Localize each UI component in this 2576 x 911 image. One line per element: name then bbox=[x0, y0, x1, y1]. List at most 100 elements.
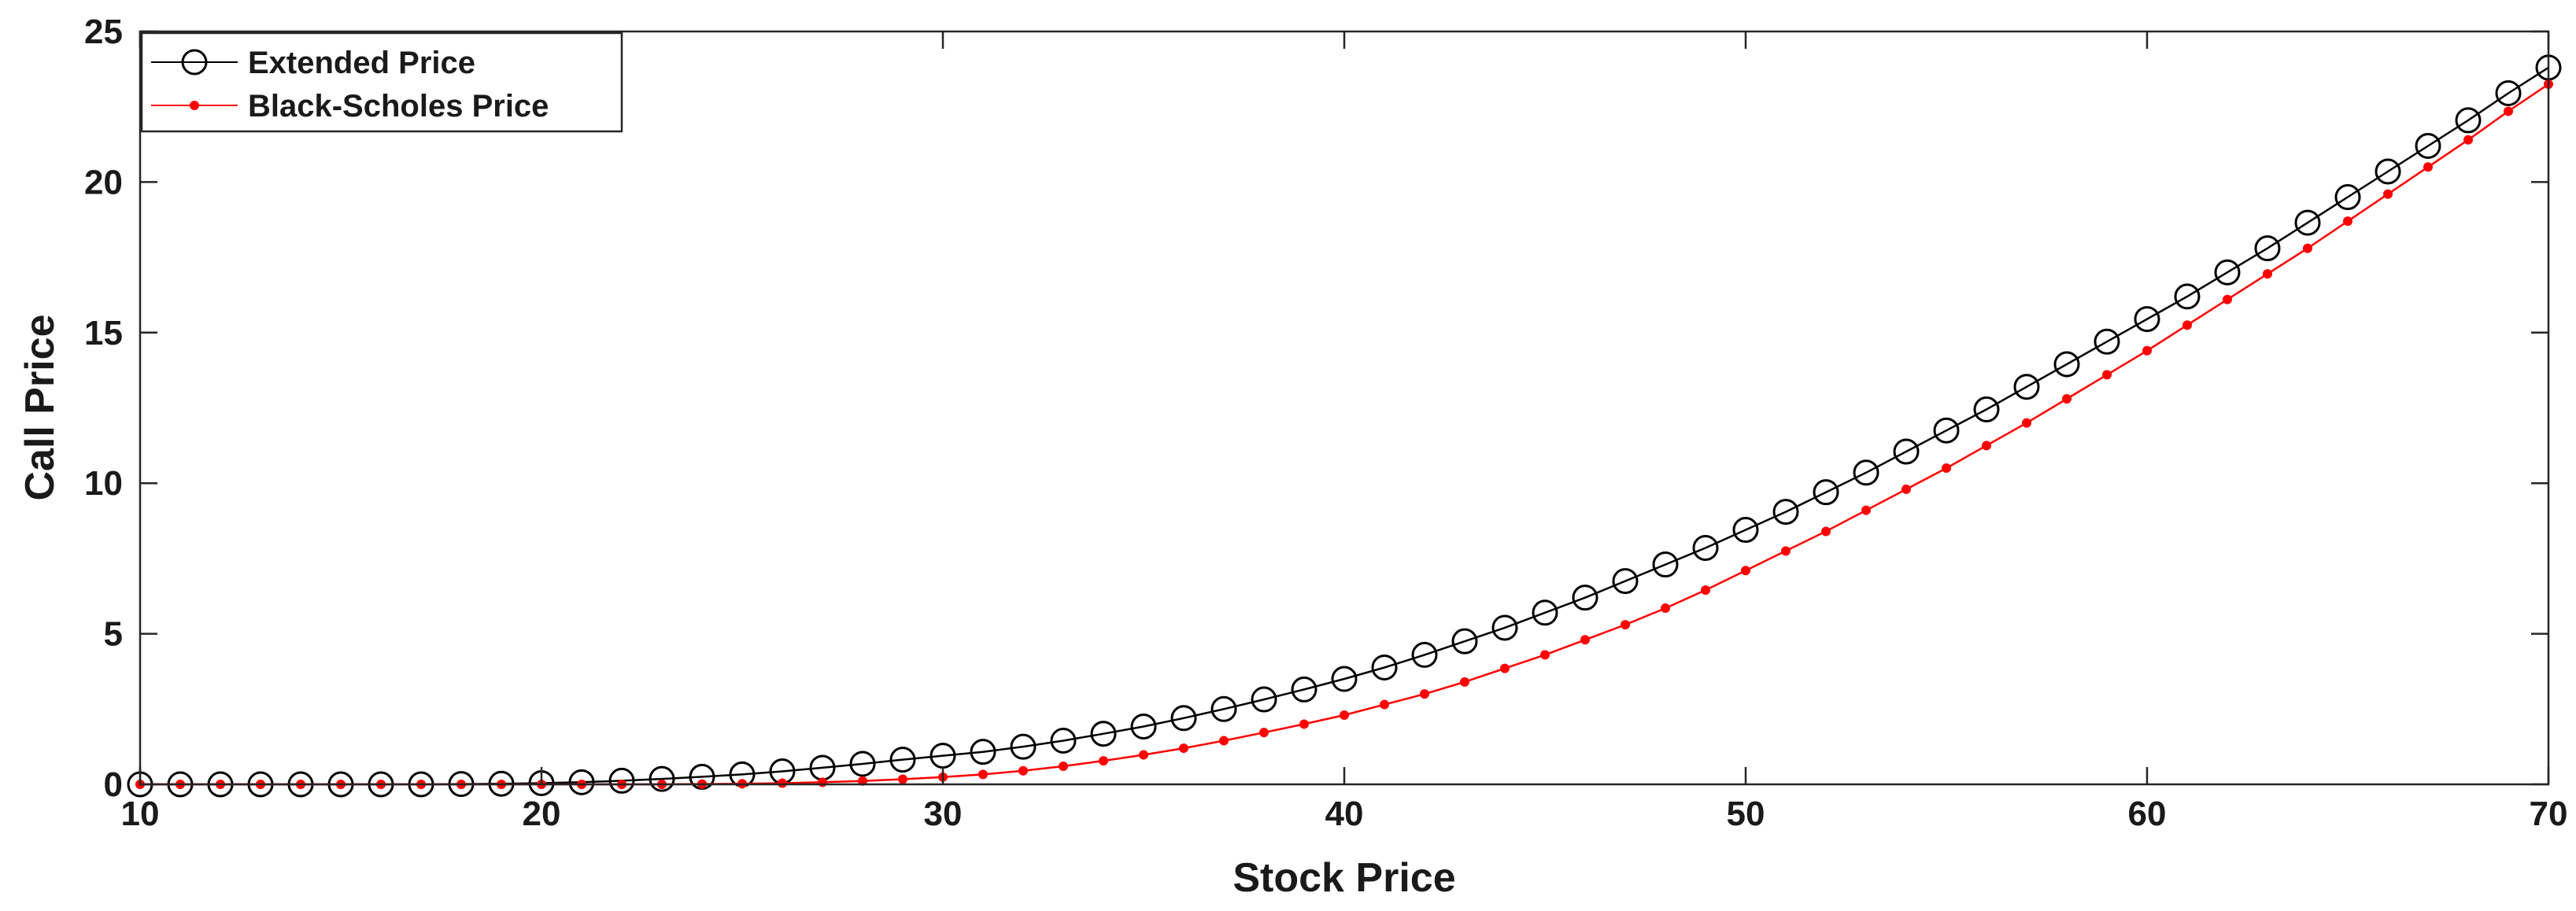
data-point-black-scholes bbox=[1861, 505, 1871, 515]
data-point-extended bbox=[1933, 417, 1960, 444]
y-tick-label: 5 bbox=[104, 615, 123, 654]
data-point-black-scholes bbox=[978, 769, 988, 780]
data-point-black-scholes bbox=[1902, 484, 1911, 494]
data-point-black-scholes bbox=[2263, 269, 2272, 279]
data-point-black-scholes bbox=[1179, 743, 1188, 754]
data-point-black-scholes bbox=[1219, 736, 1229, 746]
data-layer bbox=[127, 54, 2562, 798]
data-point-black-scholes bbox=[1942, 463, 1951, 474]
data-point-extended bbox=[1170, 705, 1197, 732]
data-point-black-scholes bbox=[1018, 765, 1028, 776]
data-point-black-scholes bbox=[898, 774, 907, 784]
data-point-extended bbox=[2013, 374, 2040, 400]
data-point-extended bbox=[1130, 714, 1157, 740]
data-point-extended bbox=[1331, 666, 1358, 692]
data-point-black-scholes bbox=[1580, 635, 1590, 645]
data-point-black-scholes bbox=[1661, 603, 1670, 614]
data-point-extended bbox=[2495, 79, 2522, 106]
data-point-extended bbox=[970, 739, 996, 765]
data-point-black-scholes bbox=[1340, 710, 1349, 720]
legend-box bbox=[140, 31, 623, 133]
data-point-extended bbox=[1090, 721, 1117, 747]
data-point-extended bbox=[1893, 438, 1920, 465]
data-point-black-scholes bbox=[2504, 106, 2513, 116]
x-tick-label: 30 bbox=[924, 795, 963, 833]
data-point-black-scholes bbox=[1821, 526, 1831, 537]
data-point-black-scholes bbox=[2223, 294, 2232, 304]
data-point-extended bbox=[1612, 568, 1639, 595]
data-point-extended bbox=[1652, 551, 1679, 578]
data-point-extended bbox=[1010, 733, 1037, 760]
data-point-extended bbox=[1572, 585, 1598, 611]
data-point-black-scholes bbox=[1299, 719, 1309, 729]
data-point-black-scholes bbox=[1139, 750, 1148, 760]
data-point-black-scholes bbox=[2303, 243, 2312, 253]
data-point-extended bbox=[649, 765, 675, 792]
data-point-extended bbox=[2134, 306, 2160, 333]
data-point-black-scholes bbox=[1701, 585, 1710, 596]
data-point-extended bbox=[1772, 499, 1799, 526]
data-point-extended bbox=[1732, 517, 1759, 544]
x-tick-label: 50 bbox=[1727, 795, 1765, 833]
data-point-extended bbox=[2375, 158, 2401, 185]
data-point-black-scholes bbox=[2102, 370, 2112, 380]
data-point-black-scholes bbox=[1540, 650, 1550, 660]
x-tick-label: 10 bbox=[121, 795, 160, 833]
data-point-extended bbox=[2455, 107, 2482, 134]
data-point-black-scholes bbox=[2423, 162, 2433, 172]
data-point-black-scholes bbox=[2463, 135, 2473, 145]
data-point-black-scholes bbox=[1982, 441, 1991, 451]
data-point-extended bbox=[1291, 676, 1318, 703]
data-point-black-scholes bbox=[778, 778, 787, 788]
data-point-extended bbox=[2214, 259, 2241, 286]
data-point-black-scholes bbox=[1460, 677, 1469, 687]
plot-area bbox=[140, 31, 2548, 784]
legend-label-black-scholes: Black-Scholes Price bbox=[248, 89, 549, 124]
data-point-extended bbox=[1491, 614, 1518, 641]
data-point-extended bbox=[1210, 695, 1237, 722]
legend-label-extended: Extended Price bbox=[248, 46, 475, 80]
legend: Extended Price Black-Scholes Price bbox=[140, 31, 623, 133]
data-point-extended bbox=[2053, 351, 2080, 378]
data-point-black-scholes bbox=[818, 777, 827, 787]
legend-extended-marker bbox=[181, 49, 208, 76]
data-point-extended bbox=[2294, 209, 2321, 236]
x-tick-label: 20 bbox=[523, 795, 561, 833]
data-point-extended bbox=[1853, 459, 1879, 486]
data-point-black-scholes bbox=[2182, 320, 2192, 330]
data-point-extended bbox=[2094, 328, 2120, 355]
data-point-black-scholes bbox=[2142, 345, 2152, 356]
legend-bs-marker bbox=[190, 101, 199, 110]
data-point-black-scholes bbox=[2022, 418, 2031, 428]
data-point-black-scholes bbox=[2343, 216, 2352, 227]
x-tick-label: 60 bbox=[2128, 795, 2167, 833]
data-point-black-scholes bbox=[1500, 663, 1510, 673]
data-point-extended bbox=[849, 751, 876, 777]
y-tick-label: 25 bbox=[84, 13, 123, 51]
ticks-layer: 10 20 30 40 50 60 70 0 5 10 15 20 25 bbox=[84, 13, 2567, 833]
data-point-extended bbox=[1973, 396, 2000, 422]
data-point-black-scholes bbox=[1380, 699, 1389, 710]
data-point-black-scholes bbox=[1420, 689, 1429, 699]
y-tick-label: 20 bbox=[84, 163, 123, 201]
data-point-extended bbox=[1050, 727, 1077, 754]
data-point-black-scholes bbox=[1059, 762, 1068, 772]
x-tick-label: 40 bbox=[1325, 795, 1364, 833]
data-point-extended bbox=[1532, 599, 1558, 626]
data-point-extended bbox=[1371, 654, 1398, 680]
data-point-black-scholes bbox=[1781, 546, 1791, 556]
data-point-extended bbox=[1692, 535, 1719, 562]
data-point-extended bbox=[2415, 132, 2441, 159]
data-point-extended bbox=[1411, 641, 1438, 668]
data-point-extended bbox=[1251, 686, 1277, 713]
data-point-black-scholes bbox=[1099, 756, 1108, 766]
data-point-extended bbox=[1813, 479, 1839, 506]
data-point-black-scholes bbox=[2383, 189, 2393, 199]
data-point-extended bbox=[2334, 184, 2361, 211]
data-point-black-scholes bbox=[1621, 620, 1630, 630]
data-point-black-scholes bbox=[2062, 394, 2072, 404]
x-tick-label: 70 bbox=[2530, 795, 2568, 833]
data-point-extended bbox=[889, 747, 916, 773]
data-point-extended bbox=[2254, 235, 2281, 262]
